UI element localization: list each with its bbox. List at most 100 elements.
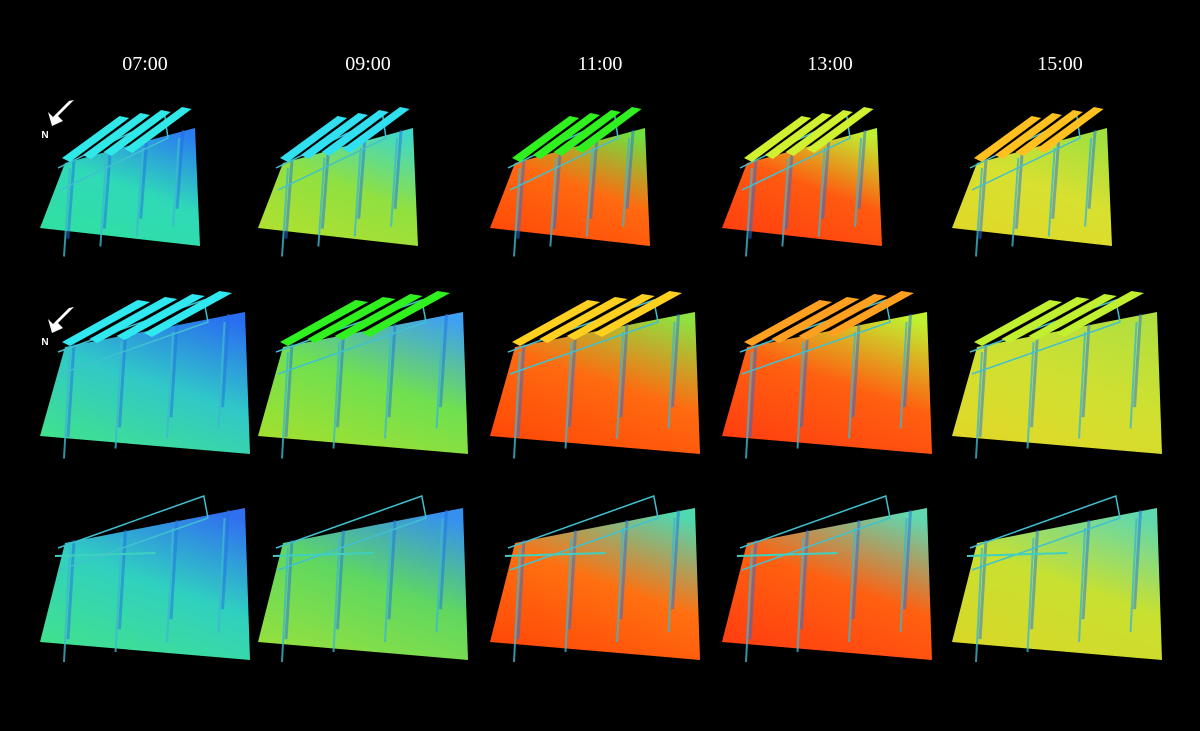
pv-panel [89,297,178,343]
frame [739,298,891,375]
tree-row [568,529,578,630]
tree-row [384,331,393,439]
pv-panel [825,291,915,337]
pv-panel [574,107,642,153]
tree-row [589,139,599,219]
tree-row [748,159,758,239]
tree-row [800,333,810,428]
pv-panel [974,116,1042,162]
tree-row [899,517,908,633]
frame [275,494,427,571]
frame [507,494,659,571]
tree-row [114,341,123,449]
tree-row [552,149,562,229]
tree-row [63,167,71,257]
ground-plane [722,128,882,246]
tree-row [564,537,573,653]
tree-row [221,313,231,408]
pv-panel [512,300,601,346]
tree-row [435,517,444,633]
tree-row [748,343,758,438]
tree-row [748,539,758,640]
tree-row [217,321,226,429]
tree-row [745,351,753,459]
pv-panel [82,113,150,159]
tree-row [667,321,676,429]
tree-row [1014,149,1024,229]
pv-panel [744,116,812,162]
pv-panel [744,300,833,346]
tree-row [800,529,810,630]
pv-panel [1001,297,1090,343]
pv-panel [553,110,621,156]
tree-row [1129,517,1138,633]
tree-row [393,129,403,209]
tree-row [332,537,341,653]
tree-row [975,351,983,459]
tree-row [978,539,988,640]
tree-row [284,539,294,640]
pv-panel [280,300,369,346]
tree-row [671,313,681,408]
tree-row [102,149,112,229]
pv-panel [116,294,205,340]
tree-row [817,147,826,237]
north-arrow [48,100,74,126]
frame [54,552,156,557]
pv-panel [974,300,1063,346]
tree-row [99,157,108,247]
frame [736,552,838,557]
tree-row [384,527,393,643]
pv-panel [342,107,410,153]
tree-row [332,341,341,449]
tree-row [1030,333,1040,428]
ground-plane [490,508,700,660]
tree-row [854,137,863,227]
tree-row [975,167,983,257]
tree-row [336,333,346,428]
ground-plane [722,312,932,454]
tree-row [1129,321,1138,429]
tree-row [1051,139,1061,219]
pv-panel [307,297,396,343]
pv-panel [280,116,348,162]
frame [57,298,209,375]
tree-row [135,147,144,237]
ground-plane [258,312,468,454]
frame [275,298,427,375]
time-label: 11:00 [578,53,623,75]
pv-panel [764,113,832,159]
pv-panel [593,291,683,337]
tree-row [336,529,346,630]
tree-row [1026,537,1035,653]
tree-row [903,509,913,610]
time-label: 15:00 [1037,53,1083,75]
tree-row [439,509,449,610]
tree-row [353,147,362,237]
pv-panel [806,107,874,153]
tree-row [1084,137,1093,227]
pv-panel [532,113,600,159]
pv-panel [994,113,1062,159]
tree-row [549,157,558,247]
tree-row [175,129,185,209]
tree-row [516,159,526,239]
pv-panel [1028,294,1117,340]
pv-panel [361,291,451,337]
tree-row [1047,147,1056,237]
tree-row [320,149,330,229]
tree-row [357,139,367,219]
tree-row [284,343,294,438]
tree-row [166,331,175,439]
pv-panel [334,294,423,340]
tree-row [281,351,289,459]
tree-row [169,519,179,620]
tree-row [1133,509,1143,610]
pv-panel [512,116,580,162]
ground-plane [258,508,468,660]
tree-row [63,351,71,459]
tree-row [1081,519,1091,620]
ground-plane [952,508,1162,660]
tree-row [284,159,294,239]
